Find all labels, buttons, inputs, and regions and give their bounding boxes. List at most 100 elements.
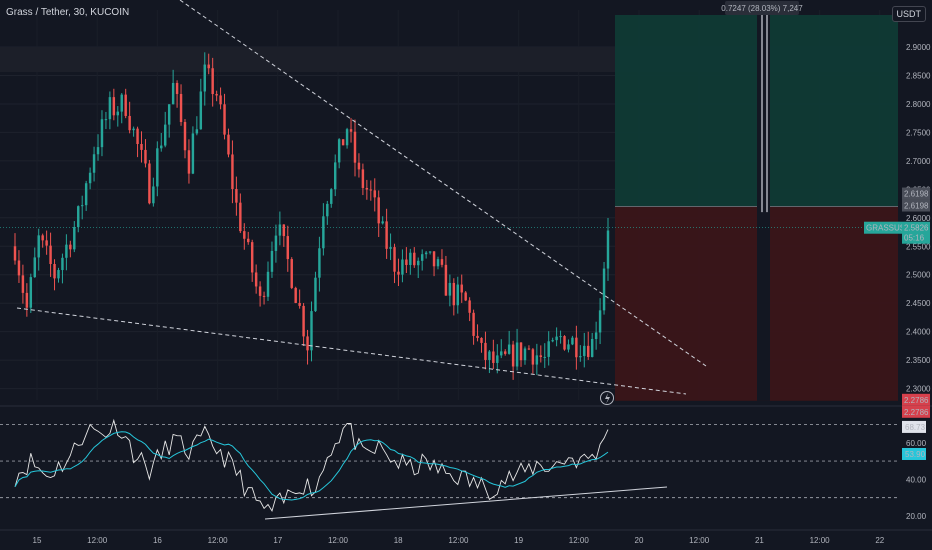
candle-body (239, 202, 242, 232)
rsi-tick-label: 40.00 (906, 475, 927, 484)
time-tick-label: 12:00 (810, 536, 831, 545)
candle-body (424, 252, 428, 255)
candle-body (361, 169, 365, 188)
candle-body (179, 93, 183, 123)
price-tick-label: 2.5500 (906, 242, 931, 251)
candle-body (250, 242, 254, 273)
candle-body (45, 240, 48, 246)
rsi-ma-box (902, 447, 926, 460)
candle-body (333, 162, 337, 190)
candle-body (590, 338, 594, 357)
candle-body (92, 154, 96, 173)
candle-body (247, 238, 250, 243)
rsi-ma-badge: 53.90 (902, 447, 926, 460)
candle-body (41, 235, 44, 241)
candle-body (88, 172, 92, 184)
time-tick-label: 12:00 (448, 536, 469, 545)
symbol-tag: GRASSUSDT (864, 221, 916, 234)
candle-body (144, 149, 147, 164)
price-tick-label: 2.5000 (906, 271, 931, 280)
candle-body (468, 300, 471, 313)
candle-body (282, 224, 286, 237)
alert-icon-ring (600, 391, 614, 405)
chart-title: Grass / Tether, 30, KUCOIN (6, 7, 130, 18)
candle-body (444, 264, 448, 296)
candle-body (369, 189, 373, 191)
candle-body (21, 275, 25, 293)
trade-zones: 0.7247 (28.03%) 7,247 (0, 1, 898, 401)
price-badges: 2.6198 2.6198 2.2786 2.2786 GRASSUSDT2.58260… (864, 187, 930, 418)
price-tick-label: 2.8000 (906, 100, 931, 109)
candle-body (606, 230, 610, 269)
target-badge-2-box (902, 199, 930, 212)
candle-body (500, 351, 503, 356)
candle-body (96, 147, 100, 155)
profit-zone (615, 15, 898, 207)
rsi-panel: 60.00 40.00 20.00 68.73 53.90 (0, 405, 932, 521)
price-tick-label: 2.4000 (906, 328, 931, 337)
candle-body (262, 295, 266, 297)
time-tick-label: 21 (755, 536, 764, 545)
projection-gap (757, 15, 770, 401)
candle-body (298, 302, 301, 306)
candle-body (128, 115, 131, 131)
candle-body (575, 337, 578, 358)
candle-body (164, 124, 167, 146)
candle-body (77, 206, 80, 228)
candle-body (33, 257, 36, 278)
candle-body (515, 342, 519, 367)
target-badge-box (902, 187, 930, 200)
candle-body (302, 305, 305, 337)
candle-body (191, 133, 195, 174)
candle-body (377, 197, 380, 224)
candle-body (484, 342, 487, 360)
candle-body (100, 119, 104, 148)
stop-badge: 2.2786 (902, 393, 930, 406)
candle-body (37, 235, 40, 258)
candle-body (266, 271, 270, 297)
candle-body (274, 235, 278, 251)
candle-body (132, 128, 135, 131)
candle-body (428, 251, 432, 253)
time-tick-label: 19 (514, 536, 523, 545)
candle-body (326, 203, 329, 217)
candle-body (519, 342, 523, 361)
candle-body (579, 356, 582, 358)
stop-badge-text: 2.2786 (904, 396, 929, 405)
time-tick-label: 20 (635, 536, 644, 545)
candle-body (49, 245, 52, 265)
candle-body (136, 128, 139, 144)
candle-body (53, 264, 56, 279)
time-tick-label: 17 (273, 536, 282, 545)
candle-body (254, 272, 258, 287)
candle-body (373, 190, 376, 198)
candle-body (559, 336, 562, 338)
candle-body (531, 349, 535, 365)
target-badge: 2.6198 (902, 187, 930, 200)
loss-zone (615, 206, 898, 401)
candle-body (195, 129, 199, 134)
time-tick-label: 18 (394, 536, 403, 545)
price-tick-label: 2.4500 (906, 299, 931, 308)
candle-body (314, 277, 317, 312)
candle-body (401, 259, 404, 275)
rsi-value-badge: 68.73 (902, 420, 926, 433)
stop-badge-2-text: 2.2786 (904, 408, 929, 417)
candle-body (511, 344, 515, 367)
trendlines (16, 0, 707, 405)
candle-body (583, 345, 586, 357)
time-tick-label: 16 (153, 536, 162, 545)
candle-body (215, 94, 218, 96)
candle-body (25, 292, 29, 308)
price-tick-label: 2.7000 (906, 157, 931, 166)
symbol-tag-box (864, 221, 902, 234)
candle-body (448, 282, 452, 296)
currency-button[interactable]: USDT (891, 6, 926, 22)
candle-body (476, 335, 479, 338)
candle-body (385, 221, 388, 249)
time-tick-label: 12:00 (689, 536, 710, 545)
candle-body (183, 122, 187, 151)
candle-body (456, 284, 459, 306)
candle-body (337, 139, 341, 163)
